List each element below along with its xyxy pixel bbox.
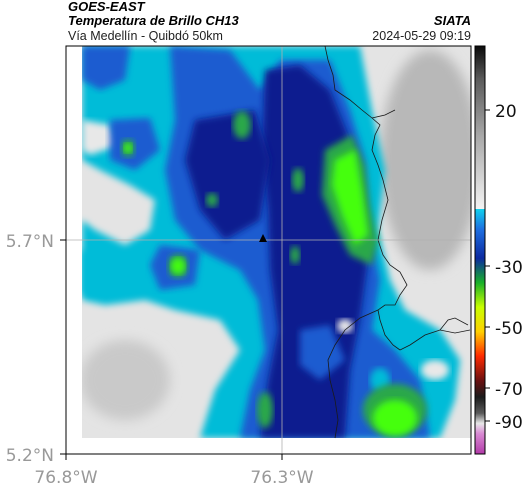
imagery-layer: [82, 46, 471, 438]
colorbar-tick-label: 20: [495, 102, 517, 122]
x-tick-label: 76.3°W: [250, 468, 313, 488]
map-subtitle: Temperatura de Brillo CH13: [68, 13, 239, 28]
y-tick-label: 5.7°N: [6, 232, 54, 252]
point-marker: [259, 234, 267, 242]
colorbar: 20 -30 -50 -70 -90: [474, 45, 523, 455]
datetime-label: 2024-05-29 09:19: [372, 29, 471, 43]
colorbar-gradient: [474, 45, 486, 455]
colorbar-tick-label: -70: [495, 380, 523, 400]
brand-label: SIATA: [433, 13, 471, 28]
colorbar-tick-label: -30: [495, 258, 523, 278]
x-tick-label: 76.8°W: [34, 468, 97, 488]
map-caption: Vía Medellín - Quibdó 50km: [68, 29, 223, 43]
map-title: GOES-EAST: [68, 0, 145, 14]
y-tick-label: 5.2°N: [6, 446, 54, 466]
colorbar-tick-label: -90: [495, 413, 523, 433]
colorbar-tick-label: -50: [495, 319, 523, 339]
map-border: [65, 45, 472, 455]
boundary-lines: [324, 45, 471, 439]
